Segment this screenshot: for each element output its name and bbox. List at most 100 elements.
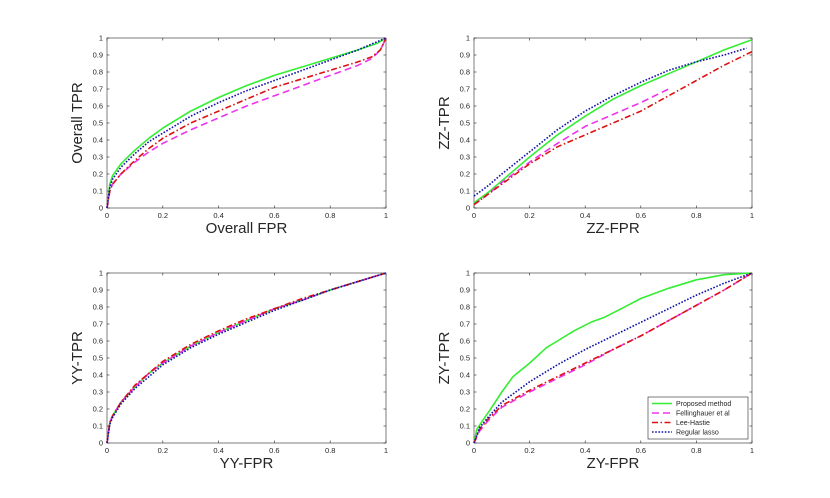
overall-ytick-label: 0.7 [93,85,103,94]
overall-ytick-label: 0.5 [93,119,103,128]
zy-ytick-label: 0.1 [460,422,470,431]
yy-xtick-label: 0.6 [269,446,279,455]
zy-ytick-label: 0.4 [460,371,470,380]
yy-y-axis-label: YY-TPR [69,331,86,385]
overall-ytick-label: 0 [99,204,103,213]
legend-entry: Regular lasso [676,429,719,436]
zy-ytick-label: 0 [466,439,470,448]
zz-ytick-label: 0.5 [460,119,470,128]
overall-ytick-label: 0.2 [93,170,103,179]
yy-ytick-label: 0.1 [93,422,103,431]
overall-xtick-label: 0.4 [213,211,223,220]
legend-entry: Fellinghauer et al [676,410,730,417]
yy-xtick-label: 0 [105,446,109,455]
overall-ytick-label: 0.4 [93,136,103,145]
zy-series-lee-hastie [473,272,753,444]
yy-ytick-label: 0.9 [93,286,103,295]
zy-xtick-label: 0.8 [691,446,701,455]
yy-series-fellinghauer-et-al [106,272,387,444]
zz-ytick-label: 0.1 [460,187,470,196]
yy-xtick-label: 0.4 [213,446,223,455]
zy-xtick-label: 0.6 [636,446,646,455]
zy-ytick-label: 1 [466,269,470,278]
zz-series-lee-hastie [473,50,753,206]
overall-ytick-label: 0.3 [93,153,103,162]
zz-ytick-label: 0 [466,204,470,213]
yy-ytick-label: 0.5 [93,354,103,363]
zy-y-axis-label: ZY-TPR [436,331,453,384]
zz-xtick-label: 0 [472,211,476,220]
overall-ytick-label: 0.1 [93,187,103,196]
overall-ytick-label: 0.6 [93,102,103,111]
overall-xtick-label: 1 [384,211,388,220]
zy-series-proposed-method [473,272,753,444]
overall-ytick-label: 0.8 [93,68,103,77]
yy-ytick-label: 0.7 [93,320,103,329]
zz-ytick-label: 0.6 [460,102,470,111]
overall-xtick-label: 0 [105,211,109,220]
zz-xtick-label: 0.4 [580,211,590,220]
overall-y-axis-label: Overall TPR [69,82,86,164]
yy-ytick-label: 0.4 [93,371,103,380]
zz-ytick-label: 0.7 [460,85,470,94]
yy-ytick-label: 0.8 [93,303,103,312]
yy-panel: 0 0.1 0.2 0.3 0.4 0.5 0.6 0.7 0.8 0.9 1 0 0.2 0.4 0.6 0… [69,269,388,472]
zz-ytick-label: 0.8 [460,68,470,77]
legend: Proposed method Fellinghauer et al Lee-Has… [647,396,749,440]
overall-xtick-label: 0.2 [158,211,168,220]
zz-ytick-label: 1 [466,34,470,43]
zz-series-regular-lasso [473,47,747,197]
zz-axes-box [473,37,753,209]
yy-axes-box [106,272,387,444]
overall-ytick-label: 0.9 [93,51,103,60]
zy-ytick-label: 0.7 [460,320,470,329]
zy-ytick-label: 0.8 [460,303,470,312]
zy-ytick-label: 0.5 [460,354,470,363]
zz-series-proposed-method [473,38,753,204]
zz-ytick-label: 0.9 [460,51,470,60]
yy-ytick-label: 0 [99,439,103,448]
overall-ytick-label: 1 [99,34,103,43]
zz-xtick-label: 0.8 [691,211,701,220]
yy-xtick-label: 0.8 [325,446,335,455]
overall-xtick-label: 0.8 [325,211,335,220]
overall-series-proposed-method [106,37,387,209]
zz-xtick-label: 1 [750,211,754,220]
zz-ytick-label: 0.3 [460,153,470,162]
overall-x-axis-label: Overall FPR [206,220,288,237]
legend-entry: Lee-Hastie [676,420,710,427]
overall-xtick-label: 0.6 [269,211,279,220]
overall-series-lee-hastie [106,37,387,209]
yy-xtick-label: 0.2 [158,446,168,455]
zy-xtick-label: 0 [472,446,476,455]
overall-axes-box [106,37,387,209]
zy-ytick-label: 0.6 [460,337,470,346]
zz-panel: 0 0.1 0.2 0.3 0.4 0.5 0.6 0.7 0.8 0.9 1 0 0.2 0.4 0.6 0… [436,34,754,237]
zy-x-axis-label: ZY-FPR [587,455,640,472]
zy-ytick-label: 0.9 [460,286,470,295]
legend-entry: Proposed method [676,401,731,408]
zz-xtick-label: 0.6 [636,211,646,220]
yy-ytick-label: 0.6 [93,337,103,346]
zz-series-fellinghauer-et-al [473,88,669,206]
yy-ytick-label: 1 [99,269,103,278]
yy-series-lee-hastie [106,272,387,444]
zz-y-axis-label: ZZ-TPR [436,96,453,149]
zz-ytick-label: 0.2 [460,170,470,179]
zy-xtick-label: 0.4 [580,446,590,455]
zy-panel: 0 0.1 0.2 0.3 0.4 0.5 0.6 0.7 0.8 0.9 1 0 0.2 0.4 0.6 0… [436,269,754,472]
zz-ytick-label: 0.4 [460,136,470,145]
zz-x-axis-label: ZZ-FPR [586,220,639,237]
yy-series-regular-lasso [106,272,387,444]
yy-ytick-label: 0.3 [93,388,103,397]
zy-ytick-label: 0.3 [460,388,470,397]
zz-xtick-label: 0.2 [524,211,534,220]
yy-x-axis-label: YY-FPR [220,455,274,472]
yy-ytick-label: 0.2 [93,405,103,414]
zy-xtick-label: 1 [750,446,754,455]
yy-xtick-label: 1 [384,446,388,455]
zy-series-regular-lasso [473,272,753,444]
zy-ytick-label: 0.2 [460,405,470,414]
overall-panel: 0 0.1 0.2 0.3 0.4 0.5 0.6 0.7 0.8 0.9 1 0 0.2 0.4 0.6 0… [69,34,388,237]
